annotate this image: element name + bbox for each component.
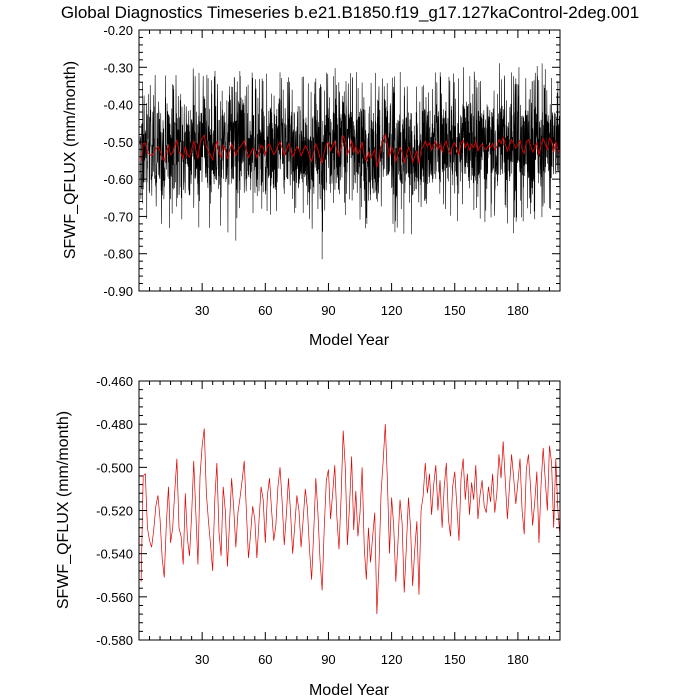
y-tick-label: -0.80 bbox=[103, 247, 133, 262]
y-tick-label: -0.580 bbox=[96, 633, 133, 648]
x-tick-label: 150 bbox=[444, 652, 466, 667]
x-tick-label: 30 bbox=[195, 652, 209, 667]
y-tick-label: -0.60 bbox=[103, 172, 133, 187]
bottom-panel: -0.580 -0.560 -0.540 -0.520 -0.500 -0.480 -0.4… bbox=[55, 374, 561, 699]
x-tick-label: 90 bbox=[321, 303, 335, 318]
x-tick-label: 60 bbox=[258, 652, 272, 667]
y-tick-label: -0.40 bbox=[103, 98, 133, 113]
y-tick-label: -0.560 bbox=[96, 590, 133, 605]
x-tick-label: 60 bbox=[258, 303, 272, 318]
annual-mean-line bbox=[140, 132, 560, 168]
y-tick-label: -0.20 bbox=[103, 23, 133, 38]
bottom-y-axis-label: SFWF_QFLUX (mm/month) bbox=[55, 411, 72, 609]
y-tick-label: -0.520 bbox=[96, 504, 133, 519]
y-tick-label: -0.540 bbox=[96, 547, 133, 562]
top-y-axis-label: SFWF_QFLUX (mm/month) bbox=[62, 61, 79, 259]
y-tick-label: -0.70 bbox=[103, 209, 133, 224]
x-tick-label: 180 bbox=[507, 303, 529, 318]
x-tick-label: 90 bbox=[321, 652, 335, 667]
x-tick-label: 180 bbox=[507, 652, 529, 667]
x-tick-label: 150 bbox=[444, 303, 466, 318]
y-tick-label: -0.480 bbox=[96, 417, 133, 432]
chart-title: Global Diagnostics Timeseries b.e21.B185… bbox=[61, 3, 639, 22]
y-tick-label: -0.500 bbox=[96, 460, 133, 475]
x-tick-label: 120 bbox=[381, 303, 403, 318]
y-tick-label: -0.30 bbox=[103, 60, 133, 75]
annual-mean-line bbox=[140, 424, 560, 615]
bottom-x-axis-label: Model Year bbox=[309, 682, 390, 699]
y-tick-label: -0.90 bbox=[103, 284, 133, 299]
y-tick-label: -0.50 bbox=[103, 135, 133, 150]
top-panel: -0.90 -0.80 -0.70 -0.60 -0.50 -0.40 -0.30 -0.20… bbox=[62, 23, 561, 349]
x-tick-label: 120 bbox=[381, 652, 403, 667]
x-tick-label: 30 bbox=[195, 303, 209, 318]
monthly-series-line bbox=[139, 63, 560, 260]
y-tick-label: -0.460 bbox=[96, 374, 133, 389]
top-x-axis-label: Model Year bbox=[309, 332, 390, 349]
